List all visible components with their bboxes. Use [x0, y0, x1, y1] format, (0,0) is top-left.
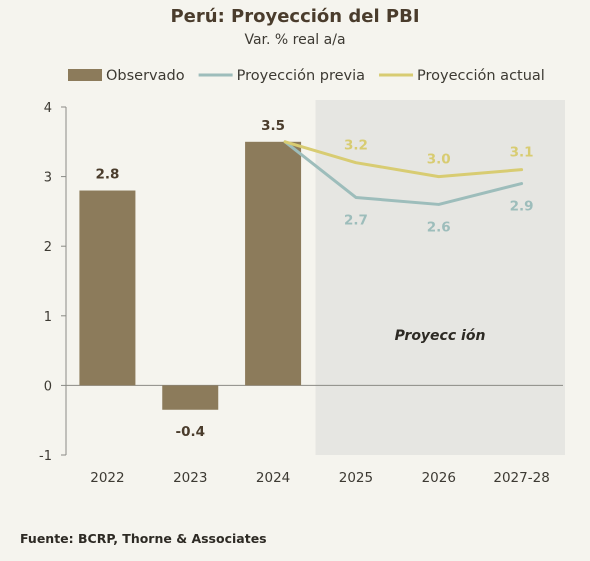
series-line [283, 140, 524, 206]
x-tick-label: 2024 [256, 470, 290, 486]
bar [245, 141, 302, 386]
x-tick-label: 2026 [422, 470, 456, 486]
legend-swatch [68, 69, 102, 81]
line-data-label: 2.6 [427, 219, 451, 235]
line-data-label: 3.0 [427, 152, 451, 168]
bar-data-label: -0.4 [175, 424, 205, 440]
x-tick-label: 2027-28 [493, 470, 549, 486]
line-data-label: 3.2 [344, 138, 368, 154]
source-note: Fuente: BCRP, Thorne & Associates [20, 531, 267, 546]
line-data-label: 3.1 [510, 145, 534, 161]
series-line [283, 140, 524, 179]
legend-label: Observado [106, 68, 185, 84]
legend-label: Proyección actual [417, 68, 545, 84]
y-tick-label: -1 [39, 449, 52, 464]
bar [79, 190, 136, 386]
bar [162, 385, 219, 410]
y-tick-label: 2 [44, 240, 52, 255]
x-tick-label: 2023 [173, 470, 207, 486]
y-tick-label: 3 [44, 171, 52, 186]
chart-title: Perú: Proyección del PBI [170, 6, 420, 27]
y-tick-label: 0 [44, 379, 52, 394]
line-data-label: 2.9 [510, 199, 534, 215]
legend-label: Proyección previa [237, 68, 365, 84]
y-tick-label: 1 [44, 310, 52, 325]
projection-area [315, 100, 565, 455]
x-tick-label: 2022 [90, 470, 124, 486]
line-data-label: 2.7 [344, 212, 368, 228]
bar-data-label: 3.5 [261, 118, 285, 134]
chart-subtitle: Var. % real a/a [244, 32, 346, 48]
projection-label: Proyecc ión [395, 328, 486, 344]
x-tick-label: 2025 [339, 470, 373, 486]
bar-data-label: 2.8 [95, 167, 119, 183]
y-tick-label: 4 [44, 101, 52, 116]
